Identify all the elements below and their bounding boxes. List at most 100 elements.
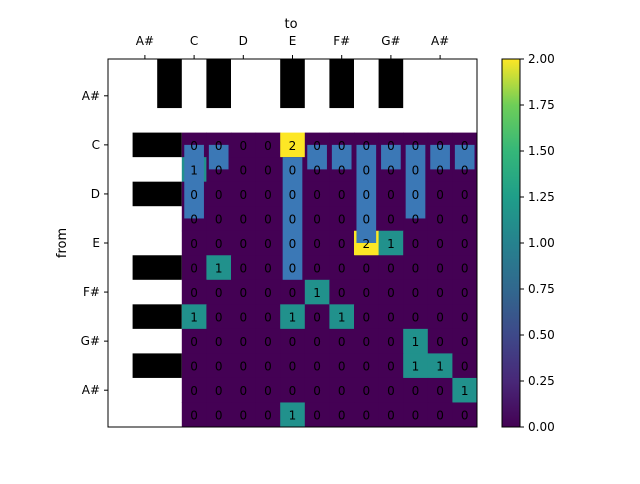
overlay-bar bbox=[208, 144, 229, 170]
heatmap-cell bbox=[206, 402, 232, 428]
cell-value-label: 0 bbox=[461, 335, 469, 349]
heatmap-cell bbox=[181, 304, 207, 330]
cell-value-label: 0 bbox=[362, 212, 370, 226]
cell-value-label: 0 bbox=[190, 262, 198, 276]
cell-value-label: 0 bbox=[461, 237, 469, 251]
heatmap-cell bbox=[255, 157, 281, 183]
heatmap-cell bbox=[255, 181, 281, 207]
overlay-bar bbox=[331, 144, 352, 170]
cell-value-label: 0 bbox=[412, 139, 420, 153]
cell-value-label: 0 bbox=[461, 286, 469, 300]
cell-value-label: 0 bbox=[461, 409, 469, 423]
cell-value-label: 0 bbox=[289, 384, 297, 398]
top-black-key bbox=[157, 59, 182, 109]
heatmap-cell bbox=[181, 230, 207, 256]
cell-value-label: 0 bbox=[239, 286, 247, 300]
y-tick-label: C bbox=[92, 138, 100, 152]
cell-value-label: 0 bbox=[313, 262, 321, 276]
cell-value-label: 0 bbox=[190, 188, 198, 202]
x-tick-label: C bbox=[190, 34, 198, 48]
x-tick-label: A# bbox=[431, 34, 449, 48]
heatmap-cell bbox=[378, 181, 404, 207]
cell-value-label: 0 bbox=[264, 360, 272, 374]
cell-value-label: 0 bbox=[387, 139, 395, 153]
cell-value-label: 0 bbox=[436, 384, 444, 398]
heatmap-cell bbox=[329, 402, 355, 428]
cell-value-label: 0 bbox=[215, 188, 223, 202]
heatmap-cell bbox=[403, 328, 429, 354]
heatmap-cell bbox=[304, 304, 330, 330]
heatmap-cell bbox=[354, 353, 380, 379]
cell-value-label: 0 bbox=[215, 163, 223, 177]
heatmap-cell bbox=[304, 402, 330, 428]
cell-value-label: 0 bbox=[313, 212, 321, 226]
overlay-bar bbox=[356, 144, 377, 243]
heatmap-cell bbox=[181, 328, 207, 354]
cell-value-label: 0 bbox=[436, 237, 444, 251]
heatmap-cell bbox=[329, 206, 355, 232]
y-tick-label: A# bbox=[82, 89, 100, 103]
heatmap-cell bbox=[206, 230, 232, 256]
cell-value-label: 0 bbox=[387, 335, 395, 349]
cell-value-label: 0 bbox=[338, 188, 346, 202]
cell-value-label: 0 bbox=[215, 286, 223, 300]
cell-value-label: 0 bbox=[412, 237, 420, 251]
heatmap-cell bbox=[255, 353, 281, 379]
top-black-key bbox=[206, 59, 231, 109]
x-tick-label: A# bbox=[136, 34, 154, 48]
cell-value-label: 0 bbox=[387, 163, 395, 177]
heatmap-cell bbox=[304, 353, 330, 379]
cell-value-label: 0 bbox=[362, 360, 370, 374]
cell-value-label: 0 bbox=[436, 163, 444, 177]
cell-value-label: 0 bbox=[190, 384, 198, 398]
heatmap-cell bbox=[427, 304, 453, 330]
y-axis-label: from bbox=[55, 228, 70, 258]
heatmap-cell bbox=[427, 328, 453, 354]
cell-value-label: 0 bbox=[239, 237, 247, 251]
cell-value-label: 0 bbox=[387, 384, 395, 398]
cell-value-label: 0 bbox=[338, 237, 346, 251]
colorbar-ticks: 0.00 0.25 0.50 0.75 1.00 1.25 1.50 1.75 2.00 bbox=[520, 52, 555, 434]
x-tick-label: E bbox=[289, 34, 297, 48]
cell-value-label: 0 bbox=[264, 163, 272, 177]
cell-value-label: 1 bbox=[313, 286, 321, 300]
cell-value-label: 0 bbox=[461, 212, 469, 226]
heatmap-cell bbox=[452, 402, 478, 428]
cell-value-label: 0 bbox=[313, 237, 321, 251]
cell-value-label: 1 bbox=[461, 384, 469, 398]
heatmap-cell bbox=[452, 279, 478, 305]
cell-value-label: 0 bbox=[215, 335, 223, 349]
heatmap-cell bbox=[255, 304, 281, 330]
cell-value-label: 0 bbox=[338, 360, 346, 374]
x-tick-label: G# bbox=[381, 34, 400, 48]
cell-value-label: 0 bbox=[362, 335, 370, 349]
heatmap-cell bbox=[452, 328, 478, 354]
cell-value-label: 0 bbox=[387, 409, 395, 423]
heatmap-cell bbox=[280, 132, 306, 158]
colorbar-tick-label: 0.00 bbox=[528, 420, 555, 434]
heatmap-cell bbox=[452, 181, 478, 207]
cell-value-label: 0 bbox=[436, 139, 444, 153]
heatmap-cell bbox=[231, 279, 257, 305]
y-tick-label: E bbox=[92, 236, 100, 250]
heatmap-cell bbox=[329, 279, 355, 305]
heatmap-cell bbox=[255, 402, 281, 428]
heatmap-cell bbox=[280, 377, 306, 403]
cell-value-label: 0 bbox=[313, 188, 321, 202]
cell-value-label: 1 bbox=[338, 311, 346, 325]
cell-value-label: 0 bbox=[215, 409, 223, 423]
cell-value-label: 1 bbox=[412, 360, 420, 374]
cell-value-label: 0 bbox=[264, 311, 272, 325]
left-black-key bbox=[132, 181, 182, 207]
cell-value-label: 0 bbox=[412, 384, 420, 398]
cell-value-label: 0 bbox=[313, 335, 321, 349]
left-black-key bbox=[132, 304, 182, 329]
heatmap-cells bbox=[181, 132, 478, 428]
heatmap-cell bbox=[280, 279, 306, 305]
cell-value-label: 0 bbox=[313, 139, 321, 153]
heatmap-cell bbox=[427, 181, 453, 207]
heatmap-cell bbox=[378, 279, 404, 305]
cell-value-label: 0 bbox=[387, 262, 395, 276]
cell-value-label: 0 bbox=[190, 139, 198, 153]
overlay-bar bbox=[381, 144, 401, 170]
